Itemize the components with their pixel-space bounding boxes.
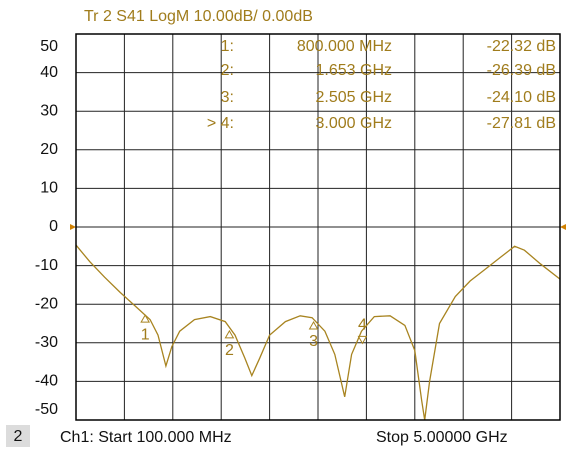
y-tick-label: 10 xyxy=(40,180,58,197)
marker-triangle xyxy=(357,335,368,345)
y-tick-label: -40 xyxy=(35,373,58,390)
marker-frequency: 2.505 GHz xyxy=(316,89,392,106)
marker-triangle xyxy=(224,329,235,339)
marker-value: -24.10 dB xyxy=(487,89,556,106)
footer-start: Ch1: Start 100.000 MHz xyxy=(60,429,232,446)
marker-index: > 4: xyxy=(207,115,234,132)
marker-value: -22.32 dB xyxy=(487,38,556,55)
trace-title: Tr 2 S41 LogM 10.00dB/ 0.00dB xyxy=(84,8,313,25)
plot-frame xyxy=(75,33,561,421)
y-tick-label: 40 xyxy=(40,64,58,81)
y-tick-label: 30 xyxy=(40,102,58,119)
marker-label: 1 xyxy=(141,326,150,343)
marker-frequency: 1.653 GHz xyxy=(316,62,392,79)
footer-stop: Stop 5.00000 GHz xyxy=(376,429,508,446)
marker-frequency: 800.000 MHz xyxy=(297,38,392,55)
marker-value: -27.81 dB xyxy=(487,115,556,132)
reference-arrow-right xyxy=(560,224,566,230)
y-tick-label: 0 xyxy=(49,218,58,235)
y-tick-label: -30 xyxy=(35,334,58,351)
marker-triangle xyxy=(308,321,319,330)
y-tick-label: -20 xyxy=(35,295,58,312)
y-tick-label: -10 xyxy=(35,257,58,274)
channel-badge: 2 xyxy=(14,428,23,445)
marker-label: 2 xyxy=(225,342,234,359)
marker-index: 2: xyxy=(221,62,234,79)
marker-triangle xyxy=(140,314,151,323)
y-tick-label: 20 xyxy=(40,141,58,158)
trace xyxy=(75,244,561,421)
reference-arrow-left xyxy=(70,224,76,230)
y-tick-label: -50 xyxy=(35,401,58,418)
marker-value: -26.39 dB xyxy=(487,62,556,79)
marker-label: 4 xyxy=(358,317,367,334)
channel-badge-box xyxy=(6,425,30,447)
y-tick-label: 50 xyxy=(40,38,58,55)
marker-index: 1: xyxy=(221,38,234,55)
marker-index: 3: xyxy=(221,89,234,106)
marker-frequency: 3.000 GHz xyxy=(316,115,392,132)
marker-label: 3 xyxy=(309,333,318,350)
